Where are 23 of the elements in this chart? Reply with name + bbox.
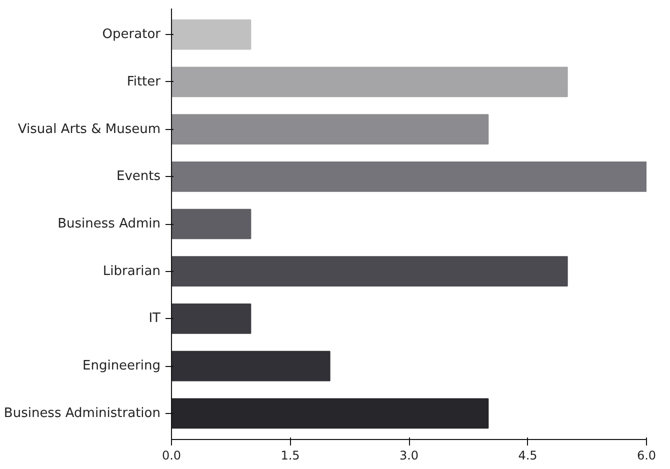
bar: [172, 350, 330, 382]
y-tick-label: Engineering: [82, 358, 160, 374]
bar: [172, 19, 252, 50]
x-tick-label: 4.5: [518, 448, 538, 462]
x-tick-label: 6.0: [636, 448, 656, 462]
y-tick-label: IT: [148, 311, 161, 326]
x-tick-label: 3.0: [399, 448, 419, 462]
bar: [172, 161, 646, 192]
bar: [172, 256, 568, 287]
y-tick-label: Fitter: [126, 74, 162, 90]
x-tick-label: 1.5: [280, 448, 300, 462]
bar: [172, 66, 568, 98]
y-tick-label: Business Admin: [58, 216, 160, 232]
y-tick-label: Business Administration: [4, 406, 161, 421]
y-tick-label: Librarian: [102, 264, 161, 279]
y-tick-label: Visual Arts & Museum: [18, 122, 161, 137]
bar: [172, 208, 252, 240]
y-tick-label: Operator: [102, 27, 162, 42]
bar: [172, 398, 489, 429]
bar: [172, 114, 489, 144]
bar: [172, 304, 252, 334]
y-tick-label: Events: [116, 169, 161, 184]
x-tick-label: 0.0: [162, 448, 182, 462]
